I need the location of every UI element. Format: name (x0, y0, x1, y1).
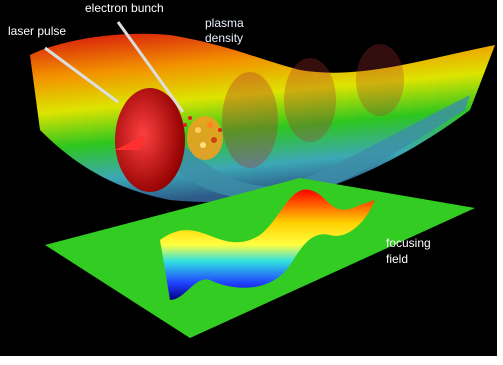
wake-pulse (356, 44, 404, 116)
label: laser pulse (8, 24, 66, 38)
label: focusing (386, 236, 431, 250)
label: field (386, 252, 408, 266)
label: density (205, 31, 243, 45)
label: plasma (205, 16, 244, 30)
wake-pulse (284, 58, 336, 142)
illustration: laser pulse electron bunch plasma densit… (0, 0, 503, 365)
laser-pulse (115, 88, 185, 192)
label: electron bunch (85, 1, 164, 15)
wake-pulse (222, 72, 278, 168)
